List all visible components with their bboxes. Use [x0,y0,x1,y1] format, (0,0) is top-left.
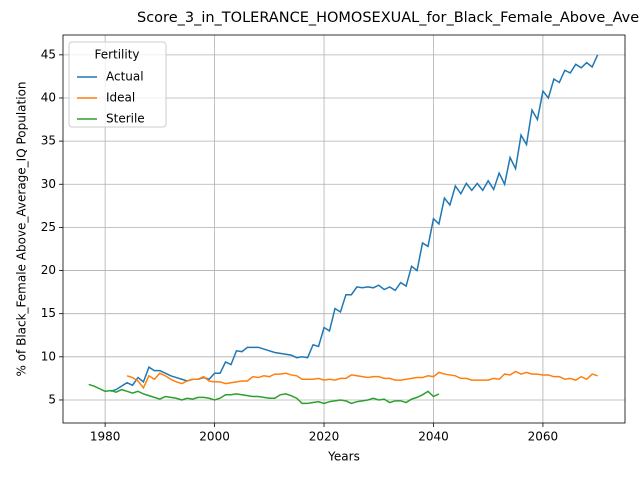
series-line [88,383,440,405]
x-tick-label: 2000 [199,430,230,444]
y-tick-label: 20 [41,263,56,277]
y-tick-label: 45 [41,47,56,61]
y-tick-label: 40 [41,90,56,104]
y-tick-label: 25 [41,220,56,234]
chart-title: Score_3_in_TOLERANCE_HOMOSEXUAL_for_Blac… [137,10,640,26]
legend-box [68,41,167,128]
series-line [110,54,599,393]
legend-title: Fertility [94,48,139,62]
y-tick-label: 35 [41,134,56,148]
x-tick-label: 1980 [90,430,121,444]
x-tick-label: 2060 [528,430,559,444]
y-tick-label: 10 [41,349,56,363]
legend-label: Actual [106,70,144,84]
x-tick-label: 2020 [309,430,340,444]
legend-label: Sterile [106,112,145,126]
x-tick-label: 2040 [418,430,449,444]
y-tick-label: 5 [48,392,56,406]
x-axis-label: Years [327,450,360,464]
series-line [126,370,598,390]
legend-label: Ideal [106,91,135,105]
y-tick-label: 15 [41,306,56,320]
plot-frame [62,34,626,424]
y-axis-label: % of Black_Female Above_Average_IQ Popul… [15,81,29,376]
y-tick-label: 30 [41,177,56,191]
